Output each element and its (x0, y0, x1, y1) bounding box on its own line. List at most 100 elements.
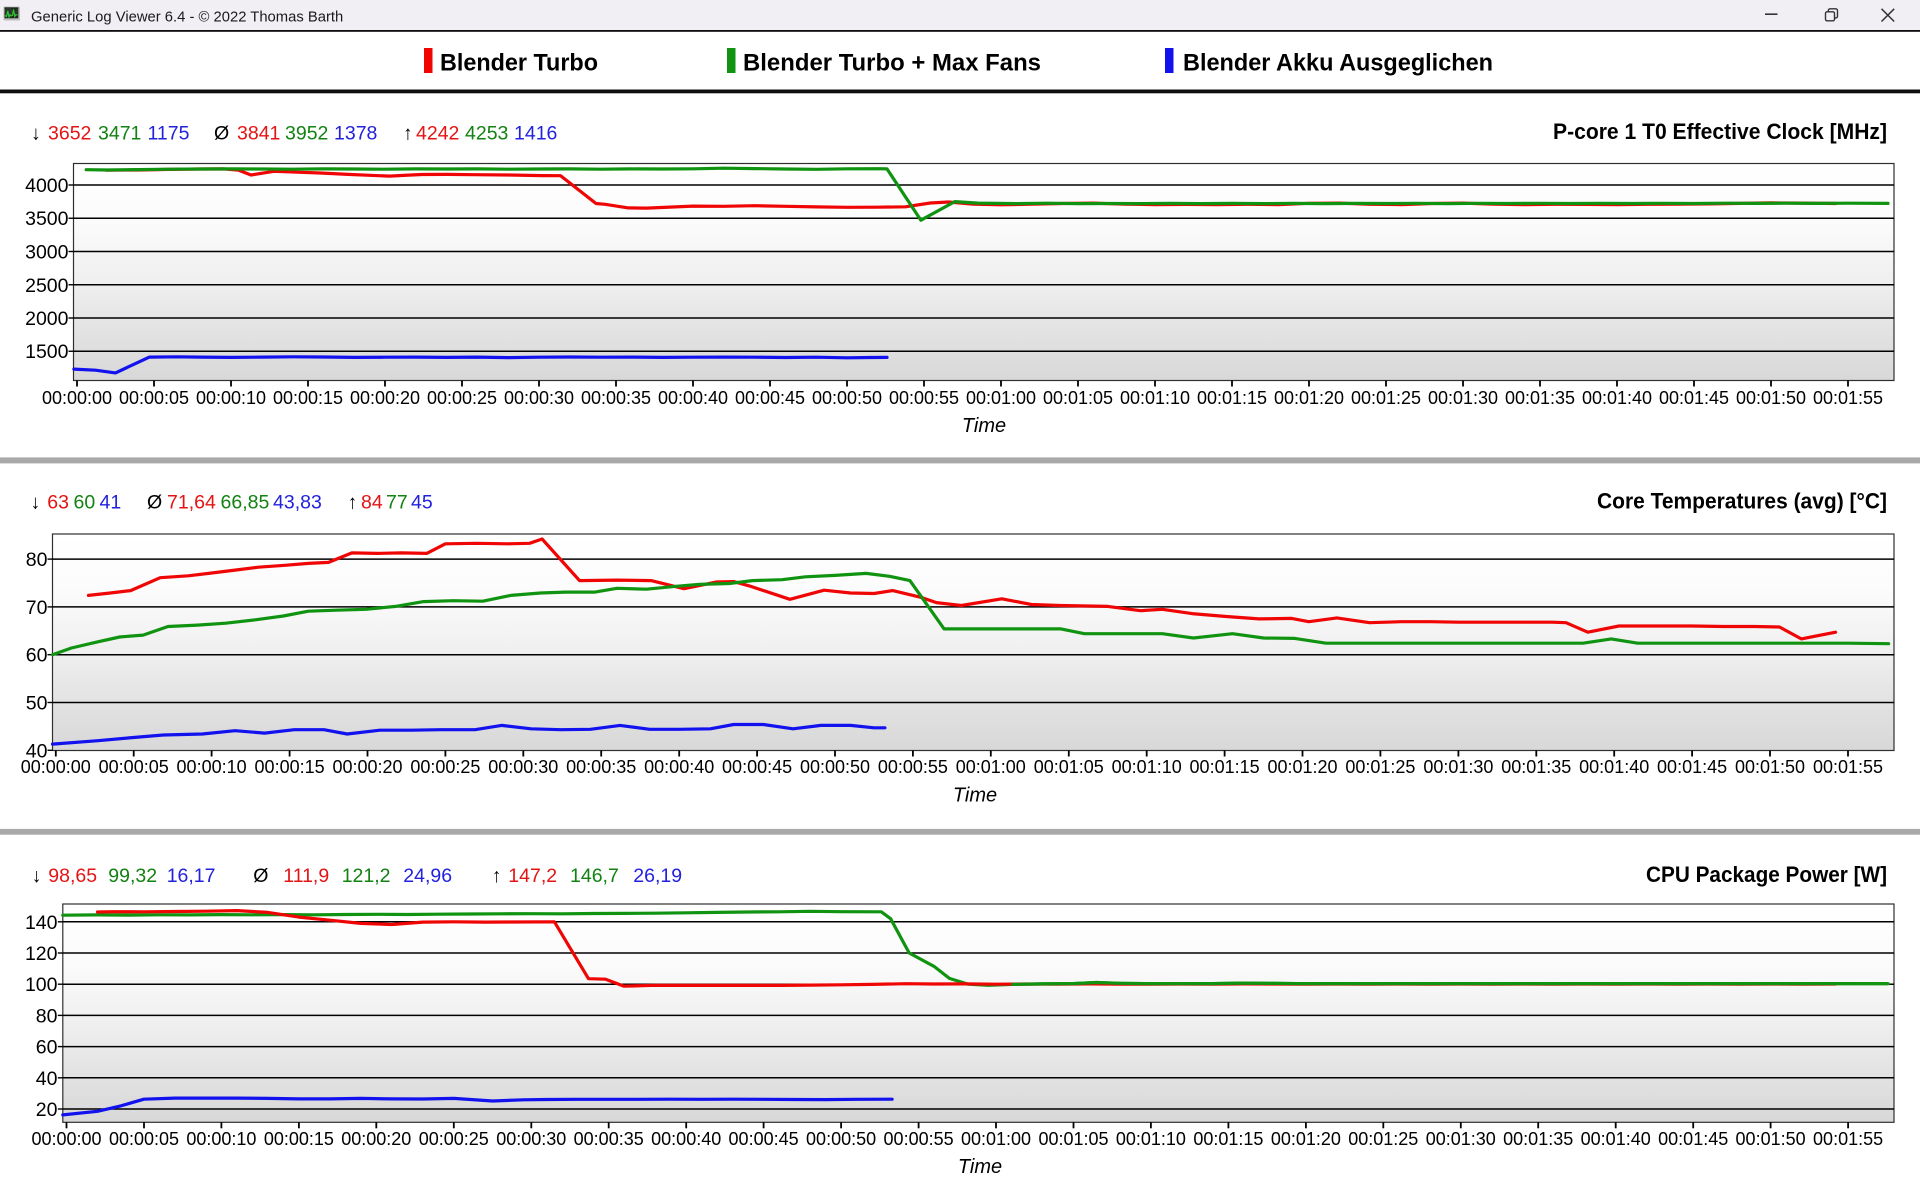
svg-text:00:00:20: 00:00:20 (350, 388, 420, 408)
svg-text:↑: ↑ (348, 492, 358, 514)
svg-text:60: 60 (74, 492, 96, 514)
svg-text:00:01:55: 00:01:55 (1813, 757, 1883, 777)
svg-text:00:01:45: 00:01:45 (1657, 757, 1727, 777)
svg-text:00:01:15: 00:01:15 (1193, 1129, 1263, 1149)
svg-text:00:00:10: 00:00:10 (186, 1129, 256, 1149)
svg-text:00:01:10: 00:01:10 (1116, 1129, 1186, 1149)
svg-text:147,2: 147,2 (508, 865, 557, 887)
svg-text:00:00:30: 00:00:30 (496, 1129, 566, 1149)
svg-text:50: 50 (26, 693, 48, 715)
svg-text:Generic Log Viewer 6.4 - © 202: Generic Log Viewer 6.4 - © 2022 Thomas B… (31, 10, 343, 26)
svg-text:00:01:10: 00:01:10 (1120, 388, 1190, 408)
svg-text:↓: ↓ (32, 865, 42, 887)
svg-text:66,85: 66,85 (221, 492, 270, 514)
svg-text:00:00:45: 00:00:45 (722, 757, 792, 777)
svg-text:77: 77 (386, 492, 408, 514)
svg-text:99,32: 99,32 (108, 865, 157, 887)
svg-text:3841: 3841 (237, 123, 280, 145)
svg-text:00:00:40: 00:00:40 (658, 388, 728, 408)
svg-text:00:01:15: 00:01:15 (1197, 388, 1267, 408)
svg-text:Ø: Ø (253, 865, 268, 887)
svg-text:00:00:45: 00:00:45 (735, 388, 805, 408)
svg-text:00:00:55: 00:00:55 (884, 1129, 954, 1149)
svg-text:43,83: 43,83 (273, 492, 322, 514)
svg-text:00:00:15: 00:00:15 (255, 757, 325, 777)
svg-text:63: 63 (47, 492, 69, 514)
svg-text:00:01:45: 00:01:45 (1658, 1129, 1728, 1149)
svg-text:00:01:30: 00:01:30 (1428, 388, 1498, 408)
svg-text:Blender Akku Ausgeglichen: Blender Akku Ausgeglichen (1183, 50, 1493, 77)
svg-text:3500: 3500 (25, 208, 69, 230)
svg-text:00:00:30: 00:00:30 (504, 388, 574, 408)
svg-text:4242: 4242 (416, 123, 459, 145)
svg-text:Core Temperatures (avg) [°C]: Core Temperatures (avg) [°C] (1597, 489, 1887, 514)
svg-text:00:01:25: 00:01:25 (1348, 1129, 1418, 1149)
svg-text:00:00:20: 00:00:20 (332, 757, 402, 777)
svg-text:00:01:05: 00:01:05 (1043, 388, 1113, 408)
svg-text:↓: ↓ (31, 492, 41, 514)
svg-text:00:00:50: 00:00:50 (806, 1129, 876, 1149)
svg-text:00:00:25: 00:00:25 (410, 757, 480, 777)
svg-text:00:01:20: 00:01:20 (1271, 1129, 1341, 1149)
svg-text:CPU Package Power [W]: CPU Package Power [W] (1646, 862, 1887, 887)
svg-text:00:01:55: 00:01:55 (1813, 1129, 1883, 1149)
svg-text:Blender Turbo + Max Fans: Blender Turbo + Max Fans (743, 50, 1041, 77)
svg-text:Ø: Ø (147, 492, 162, 514)
svg-text:00:00:25: 00:00:25 (427, 388, 497, 408)
svg-text:Blender Turbo: Blender Turbo (440, 50, 598, 77)
svg-text:00:01:00: 00:01:00 (956, 757, 1026, 777)
svg-text:71,64: 71,64 (167, 492, 216, 514)
svg-text:84: 84 (361, 492, 383, 514)
svg-text:70: 70 (26, 597, 48, 619)
svg-text:4253: 4253 (465, 123, 508, 145)
svg-text:2000: 2000 (25, 308, 69, 330)
svg-text:00:00:15: 00:00:15 (273, 388, 343, 408)
svg-text:3952: 3952 (285, 123, 328, 145)
svg-text:00:00:05: 00:00:05 (99, 757, 169, 777)
svg-text:40: 40 (36, 1068, 58, 1090)
svg-text:00:01:25: 00:01:25 (1345, 757, 1415, 777)
svg-text:Time: Time (958, 1156, 1002, 1178)
svg-text:00:00:40: 00:00:40 (644, 757, 714, 777)
svg-text:00:00:35: 00:00:35 (581, 388, 651, 408)
svg-text:00:00:00: 00:00:00 (31, 1129, 101, 1149)
svg-text:2500: 2500 (25, 275, 69, 297)
svg-text:00:01:40: 00:01:40 (1581, 1129, 1651, 1149)
svg-text:1500: 1500 (25, 341, 69, 363)
svg-text:00:01:50: 00:01:50 (1735, 757, 1805, 777)
svg-text:00:01:55: 00:01:55 (1813, 388, 1883, 408)
svg-text:00:01:30: 00:01:30 (1426, 1129, 1496, 1149)
svg-text:00:00:10: 00:00:10 (177, 757, 247, 777)
svg-text:121,2: 121,2 (342, 865, 391, 887)
svg-text:98,65: 98,65 (48, 865, 97, 887)
svg-text:00:01:15: 00:01:15 (1190, 757, 1260, 777)
svg-text:00:00:05: 00:00:05 (109, 1129, 179, 1149)
svg-text:00:01:35: 00:01:35 (1503, 1129, 1573, 1149)
svg-text:3000: 3000 (25, 242, 69, 264)
svg-text:26,19: 26,19 (633, 865, 682, 887)
svg-text:00:00:50: 00:00:50 (800, 757, 870, 777)
svg-text:20: 20 (36, 1099, 58, 1121)
svg-text:00:01:05: 00:01:05 (1034, 757, 1104, 777)
svg-text:00:01:30: 00:01:30 (1423, 757, 1493, 777)
svg-text:00:00:30: 00:00:30 (488, 757, 558, 777)
svg-text:24,96: 24,96 (403, 865, 452, 887)
svg-text:Time: Time (962, 415, 1006, 437)
svg-text:00:00:10: 00:00:10 (196, 388, 266, 408)
svg-text:3652: 3652 (48, 123, 91, 145)
svg-text:00:00:00: 00:00:00 (42, 388, 112, 408)
svg-text:00:01:35: 00:01:35 (1501, 757, 1571, 777)
svg-text:00:01:05: 00:01:05 (1038, 1129, 1108, 1149)
svg-text:00:00:35: 00:00:35 (566, 757, 636, 777)
svg-text:P-core 1 T0 Effective Clock [M: P-core 1 T0 Effective Clock [MHz] (1553, 119, 1887, 144)
svg-text:00:01:20: 00:01:20 (1267, 757, 1337, 777)
svg-text:1175: 1175 (148, 123, 190, 145)
svg-text:00:00:35: 00:00:35 (574, 1129, 644, 1149)
svg-text:100: 100 (25, 974, 58, 996)
svg-text:1416: 1416 (514, 123, 557, 145)
svg-text:45: 45 (411, 492, 433, 514)
svg-text:↑: ↑ (492, 865, 502, 887)
svg-text:146,7: 146,7 (570, 865, 619, 887)
svg-text:1378: 1378 (334, 123, 377, 145)
svg-text:40: 40 (26, 740, 48, 762)
